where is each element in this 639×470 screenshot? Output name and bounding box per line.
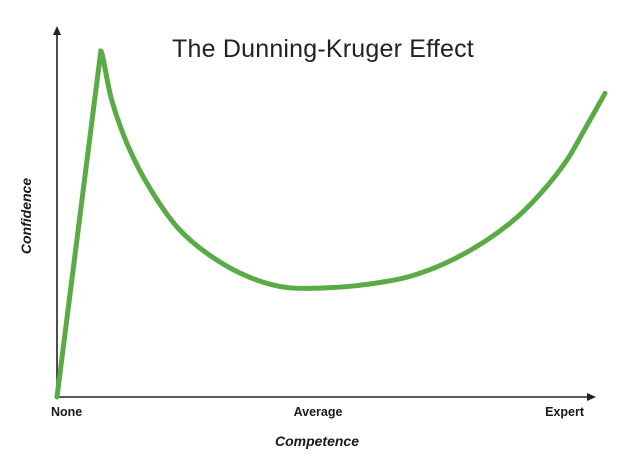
- y-axis-label: Confidence: [18, 178, 34, 254]
- series-line-0: [54, 48, 608, 400]
- x-tick-label-none: None: [51, 405, 82, 419]
- chart-title: The Dunning-Kruger Effect: [172, 35, 474, 63]
- series-layer: [54, 48, 608, 400]
- x-axis-label: Competence: [275, 433, 359, 449]
- x-tick-label-expert: Expert: [545, 405, 585, 419]
- x-tick-label-average: Average: [294, 405, 343, 419]
- x-tick-labels: None Average Expert: [51, 405, 585, 419]
